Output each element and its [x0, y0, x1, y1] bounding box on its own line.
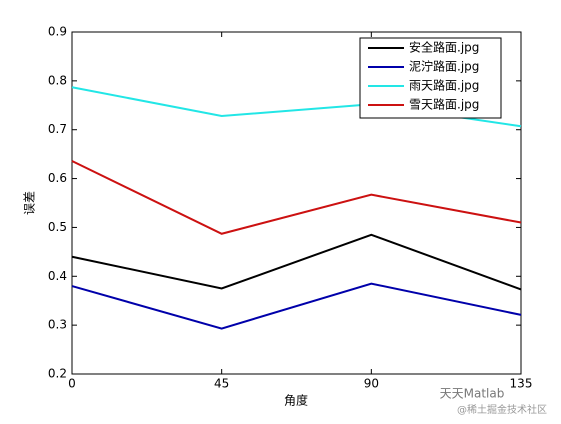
y-axis-label: 误差: [23, 191, 37, 215]
y-tick-label: 0.4: [48, 269, 67, 283]
y-tick-label: 0.9: [48, 25, 67, 39]
y-tick-label: 0.2: [48, 367, 67, 381]
x-axis-label: 角度: [284, 393, 308, 408]
x-tick-label: 45: [214, 377, 229, 391]
legend-label: 雨天路面.jpg: [409, 78, 479, 93]
watermark: 天天Matlab: [440, 387, 505, 401]
y-tick-label: 0.5: [48, 220, 67, 234]
line-series: [71, 233, 522, 291]
legend-label: 雪天路面.jpg: [409, 97, 479, 112]
x-tick-label: 0: [68, 377, 76, 391]
legend-label: 安全路面.jpg: [409, 40, 479, 55]
y-tick-label: 0.7: [48, 122, 67, 136]
y-tick-label: 0.6: [48, 171, 67, 185]
line-series: [71, 282, 522, 330]
y-tick-label: 0.8: [48, 73, 67, 87]
x-tick-label: 135: [510, 377, 533, 391]
x-tick-label: 90: [364, 377, 379, 391]
y-tick-label: 0.3: [48, 318, 67, 332]
watermark: @稀土掘金技术社区: [457, 403, 547, 416]
line-series: [71, 160, 522, 235]
legend-label: 泥泞路面.jpg: [409, 59, 479, 74]
